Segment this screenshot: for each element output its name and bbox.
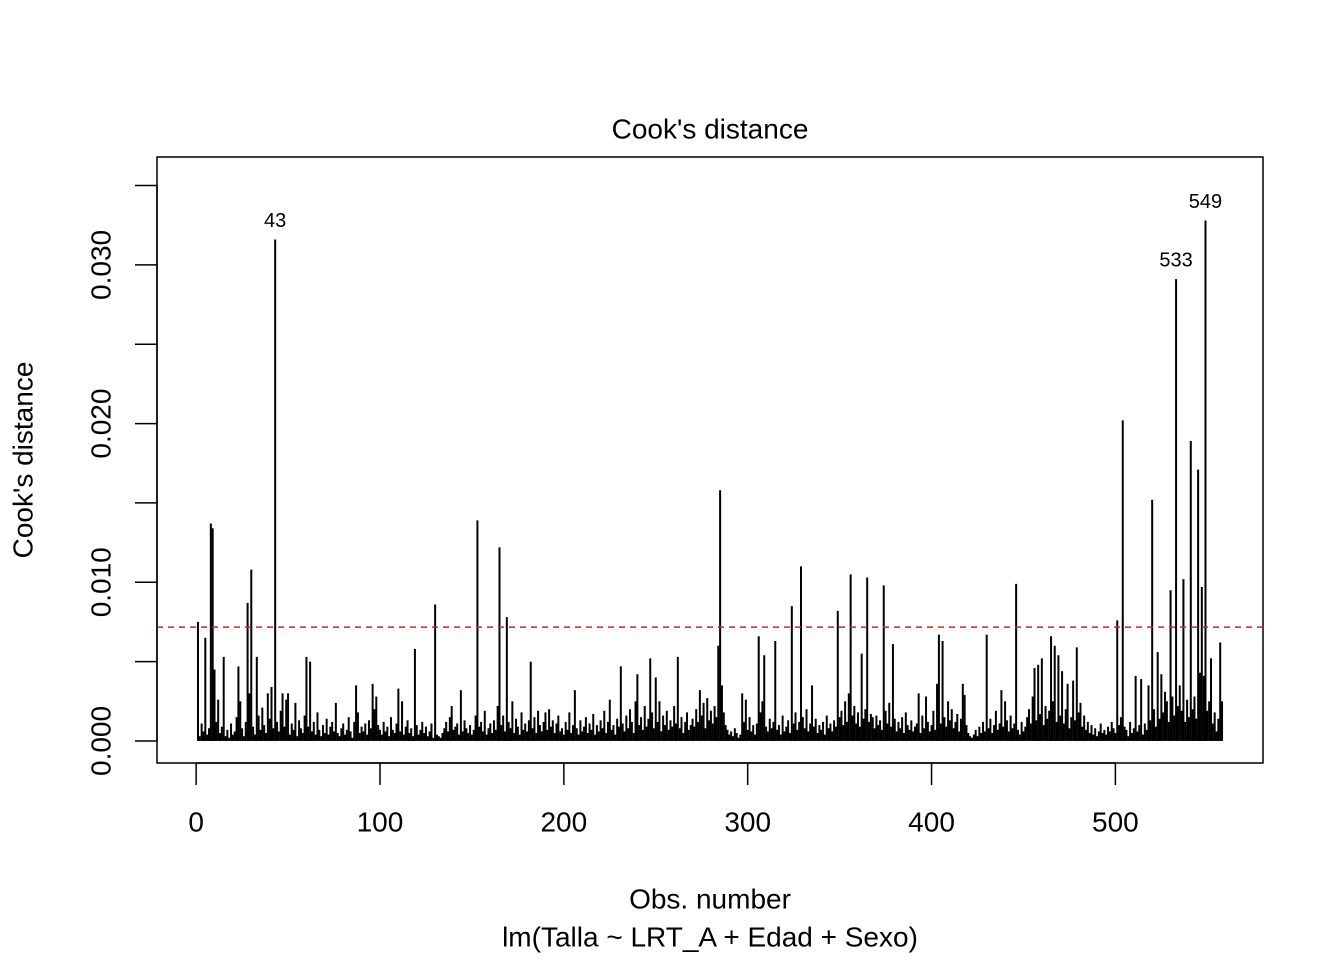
x-tick-label: 400	[908, 806, 955, 837]
y-axis-label: Cook's distance	[7, 362, 38, 559]
x-tick-label: 0	[188, 806, 204, 837]
point-label: 549	[1189, 191, 1222, 213]
x-tick-label: 100	[357, 806, 404, 837]
point-label: 43	[264, 210, 286, 232]
point-label: 533	[1159, 249, 1192, 271]
x-axis-label: Obs. number	[629, 883, 791, 914]
x-tick-label: 200	[540, 806, 587, 837]
subtitle: lm(Talla ~ LRT_A + Edad + Sexo)	[502, 921, 918, 952]
y-tick-label: 0.020	[85, 389, 116, 459]
x-tick-label: 500	[1092, 806, 1139, 837]
y-tick-label: 0.030	[85, 230, 116, 300]
chart-title: Cook's distance	[612, 113, 809, 144]
x-tick-label: 300	[724, 806, 771, 837]
y-tick-label: 0.000	[85, 706, 116, 776]
y-tick-label: 0.010	[85, 547, 116, 617]
